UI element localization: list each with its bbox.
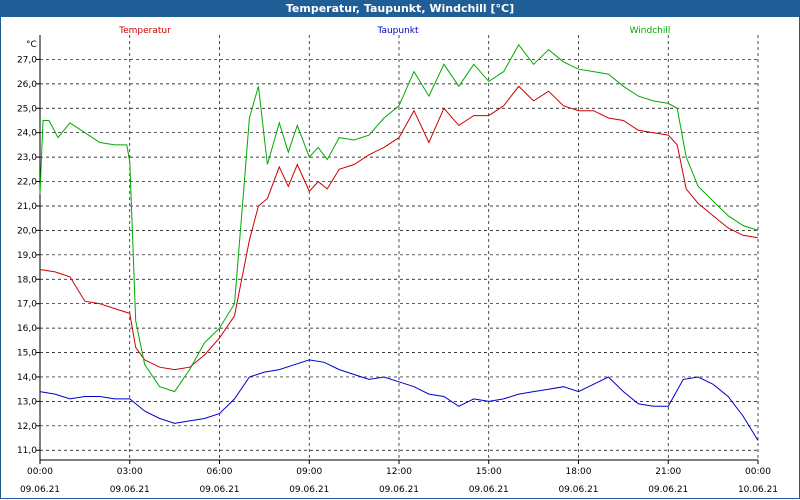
y-tick-label: 18,0 [17,275,37,285]
legend-taupunkt: Taupunkt [376,26,419,36]
x-tick-date: 09.06.21 [558,485,598,495]
y-tick-label: 20,0 [17,226,37,236]
x-tick-date: 09.06.21 [469,485,509,495]
x-tick-date: 09.06.21 [110,485,150,495]
x-tick-time: 03:00 [117,467,143,477]
series-line-taupunkt [39,359,759,441]
y-tick-label: 25,0 [17,104,37,114]
grid-lines [40,35,758,460]
y-tick-label: 24,0 [17,129,37,139]
legend-temperatur: Temperatur [118,26,171,36]
y-tick-label: 13,0 [17,397,37,407]
x-tick-date: 09.06.21 [199,485,239,495]
x-tick-date: 09.06.21 [20,485,60,495]
x-tick-time: 06:00 [207,467,233,477]
x-tick-time: 12:00 [386,467,412,477]
y-tick-label: 11,0 [17,446,37,456]
x-tick-time: 09:00 [296,467,322,477]
x-tick-date: 09.06.21 [289,485,329,495]
x-tick-time: 00:00 [745,467,771,477]
y-tick-label: 14,0 [17,373,37,383]
x-tick-time: 21:00 [655,467,681,477]
y-tick-label: 26,0 [17,80,37,90]
y-tick-label: 21,0 [17,202,37,212]
legend: Temperatur Taupunkt Windchill [118,26,670,36]
tick-labels: 11,0 12,0 13,0 14,0 15,0 16,0 17,0 18,0 19,0 20,0… [17,40,778,495]
y-tick-label: 15,0 [17,349,37,359]
y-tick-label: 16,0 [17,324,37,334]
series-line-windchill [39,43,759,393]
y-axis-unit: °C [26,40,37,50]
y-tick-label: 17,0 [17,300,37,310]
chart-title: Temperatur, Taupunkt, Windchill [°C] [0,0,800,17]
y-tick-label: 27,0 [17,55,37,65]
x-tick-time: 18:00 [566,467,592,477]
x-tick-date: 09.06.21 [648,485,688,495]
y-tick-label: 19,0 [17,251,37,261]
series-group [39,43,759,441]
axes [36,35,759,464]
x-tick-date: 09.06.21 [379,485,419,495]
legend-windchill: Windchill [630,26,671,36]
y-tick-label: 22,0 [17,178,37,188]
x-tick-time: 15:00 [476,467,502,477]
y-tick-label: 12,0 [17,422,37,432]
x-tick-date: 10.06.21 [738,485,778,495]
series-line-temperatur [39,85,759,371]
x-tick-time: 00:00 [27,467,53,477]
y-tick-label: 23,0 [17,153,37,163]
